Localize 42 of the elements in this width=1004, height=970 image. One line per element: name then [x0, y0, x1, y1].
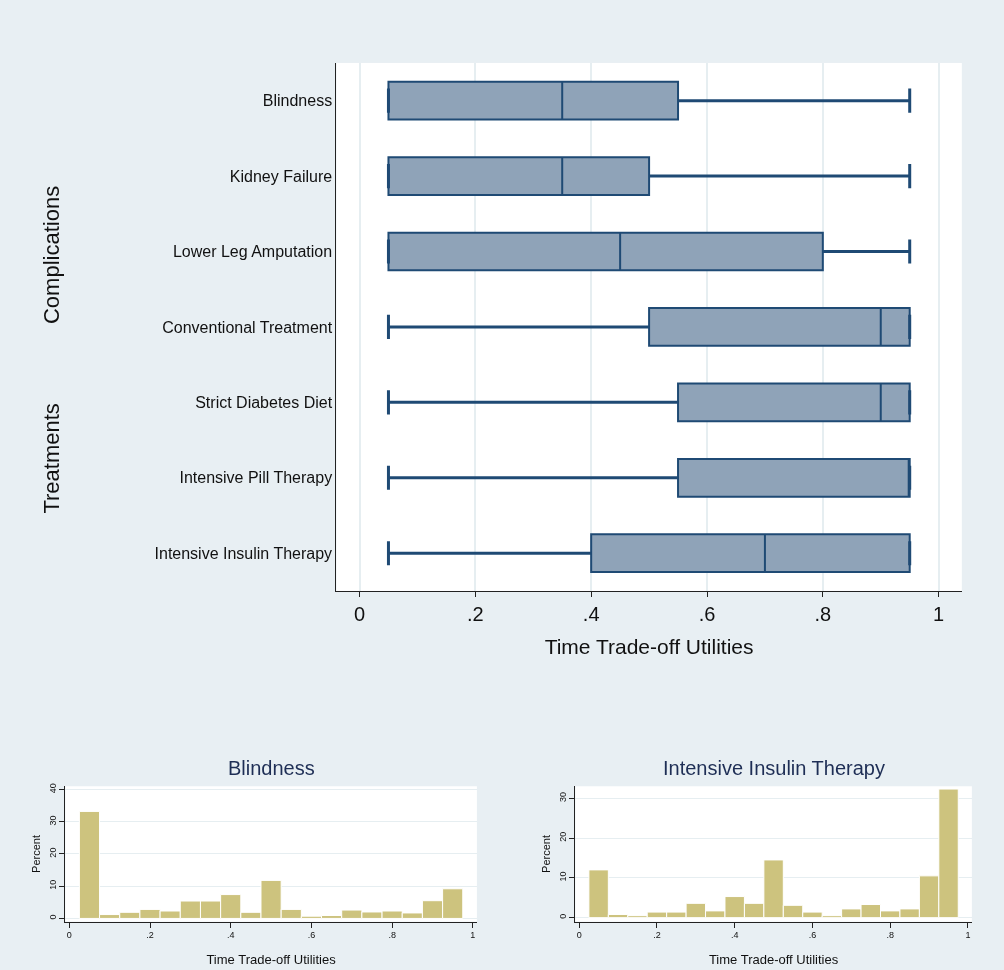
x-tick-label: .2 — [146, 930, 154, 941]
x-tick-label: .6 — [307, 930, 316, 941]
text: Complications — [39, 185, 65, 325]
x-tick-label: .6 — [698, 602, 716, 625]
x-tick-label: .2 — [653, 930, 661, 941]
y-tick-label: 20 — [47, 847, 58, 858]
x-tick-label: .4 — [730, 930, 739, 941]
y-tick-label: 40 — [47, 783, 58, 794]
x-tick-label: 0 — [66, 930, 72, 941]
y-tick-label: Lower Leg Amputation — [172, 243, 333, 261]
y-tick-label: Kidney Failure — [229, 167, 333, 185]
x-tick-label: .4 — [226, 930, 235, 941]
x-tick-label: .6 — [808, 930, 817, 941]
y-tick-label: 30 — [47, 815, 58, 826]
y-tick-label: Blindness — [262, 92, 333, 110]
y-tick-label: Strict Diabetes Diet — [195, 393, 333, 411]
x-tick-label: .8 — [814, 602, 832, 625]
y-tick-label: 20 — [557, 831, 568, 842]
y-tick-label: 30 — [557, 791, 568, 802]
x-axis-title: Time Trade-off Utilities — [544, 635, 754, 659]
x-tick-label: .8 — [388, 930, 396, 941]
y-tick-label: Conventional Treatment — [162, 318, 333, 336]
x-tick-label: 1 — [933, 602, 945, 625]
x-tick-label: 1 — [470, 930, 476, 941]
chart-title: Intensive Insulin Therapy — [663, 757, 885, 779]
x-tick-label: .2 — [467, 602, 484, 625]
x-tick-label: 0 — [353, 602, 366, 625]
y-tick-label: 10 — [47, 879, 58, 890]
x-axis-title: Time Trade-off Utilities — [206, 952, 337, 968]
y-tick-label: 10 — [557, 871, 568, 882]
x-axis-title: Time Trade-off Utilities — [708, 952, 839, 968]
x-tick-label: .4 — [582, 602, 600, 625]
y-axis-title: Percent — [30, 835, 43, 873]
text: Treatments — [38, 403, 64, 514]
x-tick-label: .8 — [886, 930, 894, 941]
y-axis-title: Percent — [540, 835, 553, 873]
y-tick-label: Intensive Pill Therapy — [179, 469, 333, 487]
x-tick-label: 0 — [576, 930, 582, 941]
y-tick-label: 0 — [557, 913, 568, 919]
y-tick-label: 0 — [47, 914, 58, 920]
x-tick-label: 1 — [965, 930, 971, 941]
y-tick-label: Intensive Insulin Therapy — [154, 544, 333, 562]
